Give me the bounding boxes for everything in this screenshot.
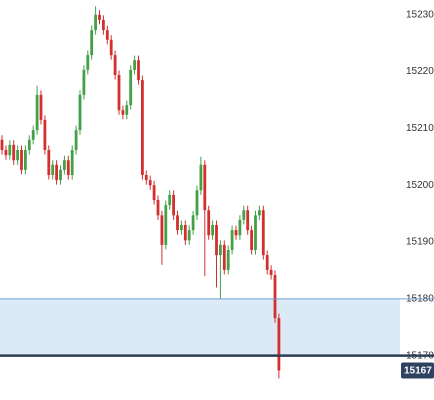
candle-body [12,144,16,161]
candle-body [238,219,242,236]
candle-body [55,164,58,181]
candle-body [129,69,133,106]
candle-body [137,60,140,81]
candle-body [195,190,199,216]
candle-body [277,318,281,371]
zone [0,298,400,356]
candle-body [82,69,86,95]
candle-body [98,14,101,20]
candle-body [121,110,125,115]
candle-body [102,19,105,31]
candle-body [160,215,164,245]
candle-body [0,139,4,150]
candle-body [35,94,39,131]
candle-body [133,60,136,70]
candle-body [31,130,35,140]
candle-body [125,105,129,115]
candle-body [141,80,144,175]
candle-body [59,169,62,181]
candle-body [211,225,214,236]
candle-body [4,150,8,156]
candle-body [148,180,152,186]
candle-body [258,210,261,216]
candle-body [273,275,277,319]
candle-body [246,210,250,231]
candle-body [144,175,148,181]
candle-body [191,215,195,231]
y-tick-label: 15230. [406,9,434,20]
candle-body [254,215,257,250]
candle-body [164,205,168,245]
candle-body [250,230,253,250]
candle-body [51,164,55,175]
candle-body [176,215,179,231]
y-tick-label: 15190. [406,237,434,248]
candle-body [183,225,187,241]
candle-body [117,75,121,111]
candle-body [219,244,222,256]
candle-body [47,150,51,175]
candle-body [242,210,246,220]
candle-body [222,244,226,270]
candle-body [74,130,78,150]
candle-body [180,225,183,231]
candle-body [66,160,70,175]
candle-body [156,200,160,216]
y-tick-label: 15210. [406,123,434,134]
candle-body [86,55,90,70]
candle-body [203,164,207,211]
candle-body [199,164,203,191]
candle-body [168,194,172,206]
candle-body [24,150,27,170]
candle-body [187,230,191,241]
candle-body [152,185,156,200]
candle-body [230,230,234,250]
candle-body [215,225,218,256]
candle-body [105,30,109,40]
candle-body [109,39,113,56]
candle-body [8,144,12,156]
candle-body [63,160,66,170]
candle-body [261,210,265,256]
candle-body [207,210,211,236]
candle-body [94,14,97,31]
price-tag-label: 15167 [404,366,432,377]
candle-body [43,119,47,150]
candle-body [16,150,19,161]
candle-body [226,250,230,270]
candle-body [269,269,273,275]
candle-body [234,230,238,236]
candle-body [113,55,117,75]
candle-body [90,30,94,56]
candle-body [27,139,31,150]
price-tag [401,362,434,379]
candle-body [20,150,23,170]
candle-body [70,150,74,175]
y-tick-label: 15220. [406,66,434,77]
candle-body [172,194,175,216]
y-tick-label: 15200. [406,180,434,191]
candle-body [39,94,43,120]
candle-body [265,255,269,270]
candle-body [78,94,82,131]
